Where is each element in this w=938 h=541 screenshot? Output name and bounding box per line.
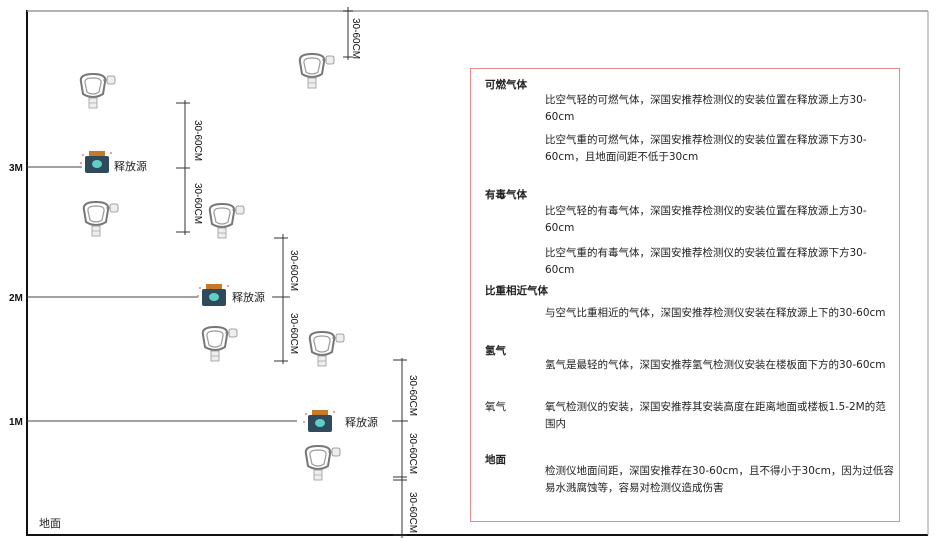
gas-detector-icon xyxy=(304,445,341,481)
note-text: 检测仪地面间距，深国安推荐在30-60cm，且不得小于30cm，因为过低容易水溅… xyxy=(545,465,894,494)
release-source-icon xyxy=(303,410,335,432)
source-label: 释放源 xyxy=(345,415,378,429)
note-title: 地面 xyxy=(485,454,506,466)
source-label: 释放源 xyxy=(232,290,265,304)
release-source-icon xyxy=(80,151,112,173)
dimension-label: 30-60CM xyxy=(192,120,203,161)
level-2m-label: 2M xyxy=(9,293,23,304)
note-text: 比空气轻的有毒气体，深国安推荐检测仪的安装位置在释放源上方30-60cm xyxy=(545,205,867,234)
note-title: 有毒气体 xyxy=(485,189,527,201)
gas-detector-icon xyxy=(208,203,245,239)
source-label: 释放源 xyxy=(114,159,147,173)
dimension-label: 30-60CM xyxy=(407,433,418,474)
level-1m-label: 1M xyxy=(9,417,23,428)
note-title: 比重相近气体 xyxy=(485,285,548,297)
note-text: 比空气重的有毒气体，深国安推荐检测仪的安装位置在释放源下方30-60cm xyxy=(545,247,867,276)
notes-panel: 可燃气体 比空气轻的可燃气体，深国安推荐检测仪的安装位置在释放源上方30-60c… xyxy=(470,68,900,522)
note-text: 比空气轻的可燃气体，深国安推荐检测仪的安装位置在释放源上方30-60cm xyxy=(545,94,867,123)
dimension-label: 30-60CM xyxy=(350,18,361,59)
note-title: 氧气 xyxy=(485,401,506,413)
gas-detector-icon xyxy=(201,326,238,362)
dimension-label: 30-60CM xyxy=(192,183,203,224)
note-text: 氧气检测仪的安装，深国安推荐其安装高度在距离地面或楼板1.5-2M的范围内 xyxy=(545,401,886,430)
note-text: 与空气比重相近的气体，深国安推荐检测仪安装在释放源上下的30-60cm xyxy=(545,307,886,319)
dimension-lines xyxy=(176,7,407,538)
dimension-label: 30-60CM xyxy=(288,313,299,354)
release-source-icon xyxy=(197,284,229,306)
dimension-label: 30-60CM xyxy=(407,375,418,416)
dimension-label: 30-60CM xyxy=(407,492,418,533)
level-3m-label: 3M xyxy=(9,163,23,174)
ground-label: 地面 xyxy=(39,517,61,530)
note-text: 比空气重的可燃气体，深国安推荐检测仪的安装位置在释放源下方30-60cm，且地面… xyxy=(545,134,867,163)
dimension-label: 30-60CM xyxy=(288,250,299,291)
gas-detector-icon xyxy=(82,201,119,237)
note-title: 氢气 xyxy=(485,345,506,357)
gas-detector-icon xyxy=(79,73,116,109)
note-title: 可燃气体 xyxy=(485,79,527,91)
note-text: 氢气是最轻的气体，深国安推荐氢气检测仪安装在楼板面下方的30-60cm xyxy=(545,359,886,371)
gas-detector-icon xyxy=(298,53,335,89)
gas-detector-icon xyxy=(308,331,345,367)
